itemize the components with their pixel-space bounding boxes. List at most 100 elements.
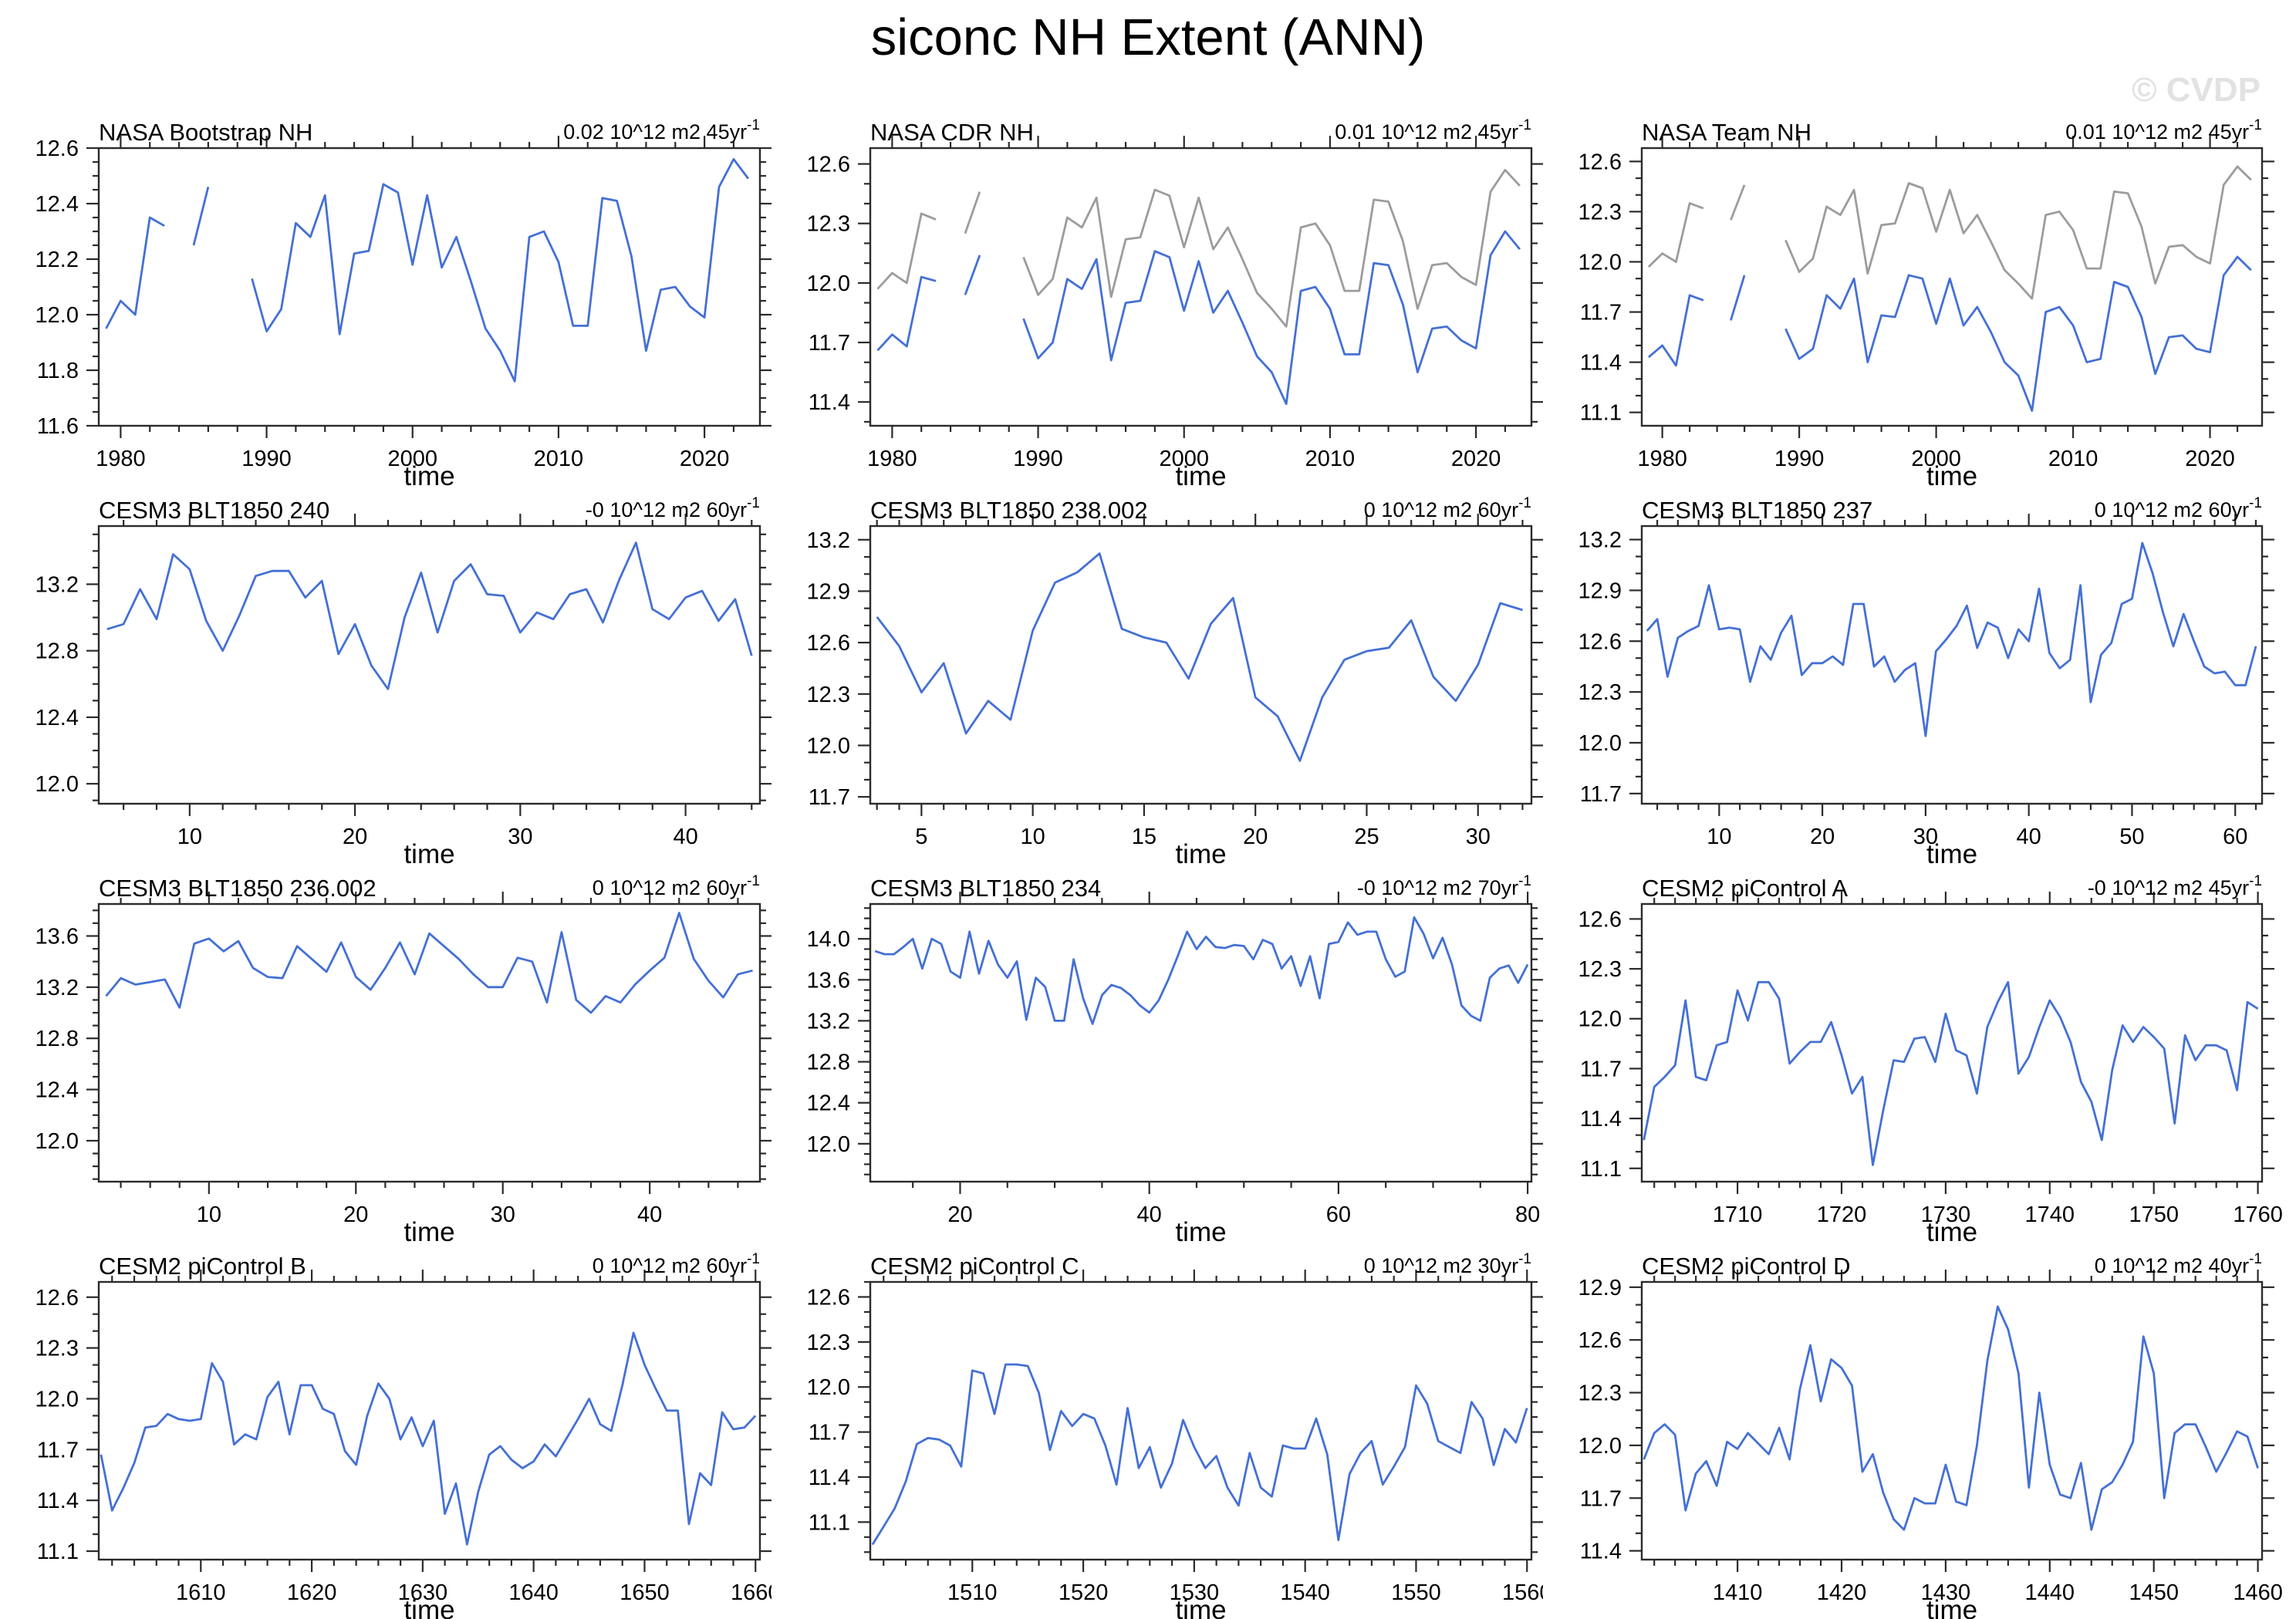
panel-svg: 1610 1620 1630 1640 1650 1660 11.1 11.4 11.7 12.0…: [35, 1251, 772, 1619]
panel-title: CESM2 piControl B: [99, 1253, 306, 1280]
x-tick-label: 10: [1021, 825, 1045, 849]
x-tick-label: 30: [1466, 825, 1491, 849]
x-tick-label: 2020: [680, 447, 730, 471]
y-tick-label: 11.4: [1580, 1540, 1622, 1564]
data-line-cesm3-blt1850-238-002: [876, 552, 1523, 762]
y-tick-label: 11.7: [809, 331, 850, 356]
x-tick-label: 1430: [1921, 1580, 1971, 1605]
x-tick-label: 20: [343, 1202, 368, 1227]
panel-trend-annotation: 0 10^12 m2 30yr-1: [1364, 1251, 1531, 1277]
y-tick-label: 11.6: [37, 414, 79, 439]
panel-trend-annotation: 0 10^12 m2 40yr-1: [2095, 1251, 2262, 1277]
y-tick-label: 12.9: [1578, 1276, 1622, 1300]
y-tick-label: 13.2: [807, 1009, 850, 1034]
panel-title: NASA Bootstrap NH: [99, 119, 312, 146]
x-tick-label: 30: [491, 1202, 515, 1227]
plot-frame: [1640, 1280, 2264, 1561]
plot-frame: [97, 524, 761, 805]
data-line-cesm2-picontrol-a: [1643, 980, 2259, 1166]
y-tick-label: 12.0: [35, 1129, 79, 1154]
x-tick-label: 40: [673, 825, 697, 849]
panel-svg: 1410 1420 1430 1440 1450 1460 11.4 11.7 12.0 12.3…: [1578, 1251, 2283, 1619]
chart-panel-3: 1980 1990 2000 2010 2020 11.1 11.4 11.7 12.0 12.3…: [1543, 117, 2296, 495]
y-tick-label: 12.3: [1578, 1381, 1622, 1406]
panel-trend-annotation: 0 10^12 m2 60yr-1: [1364, 495, 1531, 521]
x-tick-label: 30: [508, 825, 532, 849]
data-line-nasa-cdr-nh: [876, 230, 1521, 406]
data-line-nasa-bootstrap-nh: [1647, 165, 2252, 300]
data-line-cesm3-blt1850-234: [874, 916, 1529, 1025]
y-tick-label: 13.2: [807, 528, 850, 553]
data-line-cesm2-picontrol-b: [100, 1331, 757, 1546]
y-tick-label: 12.4: [807, 1091, 850, 1116]
y-tick-label: 13.2: [35, 572, 79, 597]
panel-trend-annotation: 0 10^12 m2 60yr-1: [593, 1251, 760, 1277]
cvdp-watermark: © CVDP: [2132, 71, 2261, 109]
data-line-cesm2-picontrol-c: [871, 1363, 1528, 1546]
x-tick-label: 10: [197, 1202, 221, 1227]
panel-svg: 1980 1990 2000 2010 2020 11.4 11.7 12.0 12.3 12.6…: [807, 117, 1543, 491]
x-tick-label: 1410: [1713, 1580, 1763, 1605]
x-tick-label: 1660: [731, 1580, 772, 1605]
chart-panel-10: 1610 1620 1630 1640 1650 1660 11.1 11.4 11.7 12.0…: [0, 1251, 772, 1619]
x-tick-label: 1450: [2129, 1580, 2179, 1605]
y-tick-label: 13.2: [1578, 528, 1622, 553]
y-tick-label: 11.1: [1580, 1157, 1622, 1182]
chart-panel-8: 20 40 60 80 12.0 12.4 12.8 13.2 13.6 14.0 CESM3 BL…: [772, 873, 1543, 1251]
panel-title: CESM3 BLT1850 237: [1642, 497, 1872, 524]
panel-title: CESM3 BLT1850 234: [870, 875, 1101, 902]
x-tick-label: 1720: [1817, 1202, 1867, 1227]
panel-svg: 10 20 30 40 12.0 12.4 12.8 13.2 CESM3 BLT1850 24…: [35, 495, 772, 869]
y-tick-label: 12.0: [35, 1387, 79, 1412]
y-tick-label: 12.8: [35, 1027, 79, 1051]
panel-title: CESM3 BLT1850 240: [99, 497, 329, 524]
y-tick-label: 11.4: [1580, 351, 1622, 376]
y-tick-label: 11.1: [809, 1510, 850, 1535]
plot-frame: [869, 902, 1533, 1183]
x-axis-label: time: [1926, 1595, 1977, 1619]
y-tick-label: 12.0: [1578, 1007, 1622, 1032]
x-axis-label: time: [403, 1595, 454, 1619]
y-tick-label: 12.6: [807, 153, 850, 177]
y-tick-label: 12.3: [1578, 680, 1622, 705]
chart-panel-4: 10 20 30 40 12.0 12.4 12.8 13.2 CESM3 BLT1850 24…: [0, 495, 772, 873]
x-tick-label: 1980: [96, 447, 146, 471]
x-tick-label: 20: [343, 825, 367, 849]
x-tick-label: 30: [1913, 825, 1938, 849]
x-tick-label: 1610: [176, 1580, 226, 1605]
y-tick-label: 12.0: [1578, 731, 1622, 756]
data-line-cesm2-picontrol-d: [1643, 1305, 2259, 1531]
plot-frame: [869, 524, 1533, 805]
x-tick-label: 80: [1515, 1202, 1540, 1227]
x-axis-label: time: [403, 839, 454, 869]
y-tick-label: 12.3: [35, 1337, 79, 1361]
y-tick-label: 12.6: [35, 137, 79, 161]
panel-trend-annotation: 0.01 10^12 m2 45yr-1: [1335, 117, 1531, 143]
x-tick-label: 1560: [1502, 1580, 1543, 1605]
y-tick-label: 13.6: [35, 924, 79, 949]
x-tick-label: 1460: [2233, 1580, 2283, 1605]
y-tick-label: 12.2: [35, 248, 79, 272]
y-tick-label: 12.6: [1578, 629, 1622, 654]
y-tick-label: 12.8: [807, 1051, 850, 1075]
panel-title: CESM2 piControl C: [870, 1253, 1079, 1280]
y-tick-label: 11.1: [1580, 401, 1622, 426]
chart-panel-12: 1410 1420 1430 1440 1450 1460 11.4 11.7 12.0 12.3…: [1543, 1251, 2296, 1619]
x-tick-label: 1420: [1817, 1580, 1867, 1605]
chart-panel-6: 10 20 30 40 50 60 11.7 12.0 12.3 12.6 12.9 13.2 CESM…: [1543, 495, 2296, 873]
y-tick-label: 12.4: [35, 192, 79, 217]
x-tick-label: 1650: [620, 1580, 670, 1605]
y-tick-label: 12.0: [1578, 1434, 1622, 1459]
y-tick-label: 11.4: [809, 1466, 850, 1490]
x-tick-label: 1990: [1013, 447, 1063, 471]
x-axis-label: time: [1926, 461, 1977, 491]
x-tick-label: 2010: [2048, 447, 2098, 471]
x-tick-label: 20: [1243, 825, 1268, 849]
y-tick-label: 11.8: [37, 359, 79, 383]
x-axis-label: time: [1926, 1217, 1977, 1247]
panel-svg: 1510 1520 1530 1540 1550 1560 11.1 11.4 11.7 12.0…: [807, 1251, 1543, 1619]
x-tick-label: 1520: [1059, 1580, 1109, 1605]
x-axis-label: time: [403, 1217, 454, 1247]
panel-trend-annotation: 0.01 10^12 m2 45yr-1: [2065, 117, 2262, 143]
data-line-nasa-bootstrap-nh: [105, 158, 750, 383]
